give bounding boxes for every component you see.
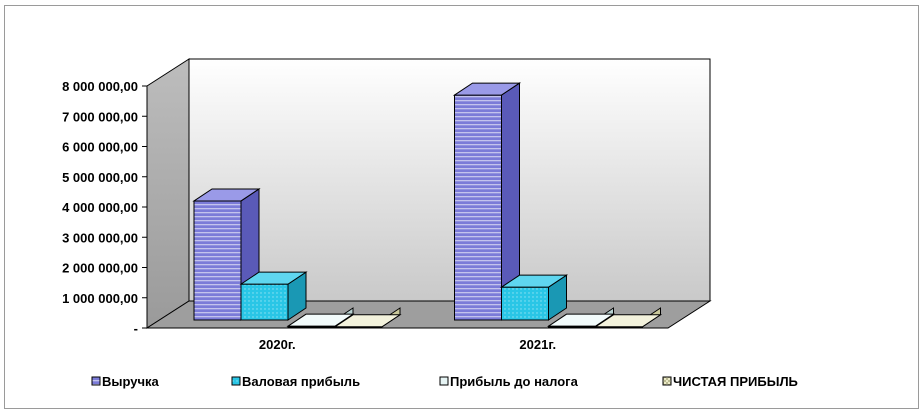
legend-label: Выручка [102,374,160,389]
bar-top [239,271,308,285]
bar-top [192,188,261,202]
legend-swatch [662,376,672,386]
y-tick-label: 1 000 000,00 [62,291,138,306]
bar-top [286,313,355,327]
bar-top [452,82,522,96]
y-tick-label: 8 000 000,00 [62,79,138,94]
legend-label: Прибыль до налога [450,374,579,389]
bar-top [333,314,402,328]
bar-top [546,313,616,327]
bar-top [593,314,663,328]
x-category-label: 2021г. [519,337,556,352]
y-tick-label: 5 000 000,00 [62,170,138,185]
y-tick-label: 2 000 000,00 [62,261,138,276]
side-wall [146,58,190,329]
bar-front [454,94,502,321]
y-tick-label: 3 000 000,00 [62,230,138,245]
y-tick-label: - [134,321,138,336]
legend-swatch [231,376,241,386]
y-tick-label: 4 000 000,00 [62,200,138,215]
bar-top [499,274,569,288]
bar-front [501,286,549,321]
legend-swatch [91,376,101,386]
legend-label: Валовая прибыль [242,374,360,389]
back-wall [188,58,711,302]
y-tick-label: 6 000 000,00 [62,140,138,155]
legend-swatch [439,376,449,386]
x-category-label: 2020г. [259,337,296,352]
bar-front [193,200,242,321]
bar-front [240,283,289,321]
legend-label: ЧИСТАЯ ПРИБЫЛЬ [673,374,798,389]
y-tick-label: 7 000 000,00 [62,109,138,124]
